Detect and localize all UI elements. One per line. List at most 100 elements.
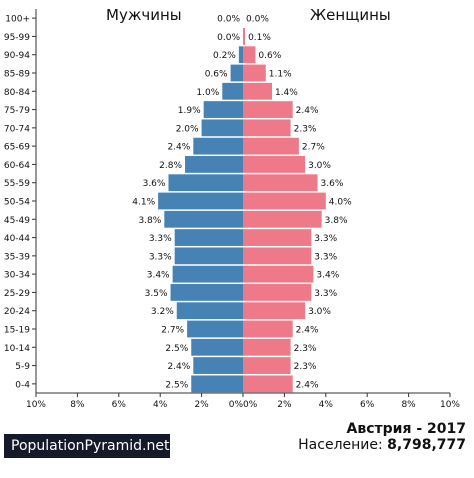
male-value-label: 3.8%	[138, 216, 161, 226]
age-group-label: 50-54	[4, 198, 30, 208]
age-group-label: 70-74	[4, 124, 30, 134]
age-group-label: 95-99	[4, 33, 30, 43]
male-value-label: 0.0%	[217, 33, 240, 43]
female-bar	[243, 247, 312, 265]
male-bar	[158, 192, 243, 210]
male-value-label: 3.3%	[149, 252, 172, 262]
female-bar	[243, 302, 306, 320]
female-value-label: 0.0%	[246, 15, 269, 25]
male-value-label: 2.0%	[176, 124, 199, 134]
population-value: 8,798,777	[387, 437, 466, 453]
men-header: Мужчины	[106, 6, 182, 24]
female-bar	[243, 210, 322, 228]
female-value-label: 2.3%	[294, 344, 317, 354]
x-tick-label: 2%	[277, 400, 292, 410]
female-value-label: 2.4%	[296, 326, 319, 336]
male-bar	[176, 302, 243, 320]
female-value-label: 3.3%	[314, 234, 337, 244]
x-tick-label: 10%	[26, 400, 46, 410]
female-value-label: 0.1%	[248, 33, 271, 43]
female-value-label: 3.6%	[321, 179, 344, 189]
age-group-label: 10-14	[4, 344, 30, 354]
female-bar	[243, 174, 318, 192]
x-tick-label: 4%	[319, 400, 334, 410]
age-group-label: 60-64	[4, 161, 30, 171]
male-bar	[222, 82, 243, 100]
male-value-label: 0.0%	[217, 15, 240, 25]
male-value-label: 2.8%	[159, 161, 182, 171]
male-value-label: 4.1%	[132, 198, 155, 208]
x-tick-label: 6%	[112, 400, 127, 410]
female-bar	[243, 375, 293, 393]
female-value-label: 1.1%	[269, 70, 292, 80]
male-value-label: 3.2%	[151, 307, 174, 317]
male-value-label: 1.9%	[178, 106, 201, 116]
female-bar	[243, 357, 291, 374]
x-tick-label: 2%	[194, 400, 209, 410]
age-group-label: 15-19	[4, 326, 30, 336]
age-group-label: 45-49	[4, 216, 30, 226]
x-tick-label: 8%	[70, 400, 85, 410]
male-bar	[164, 210, 243, 228]
female-bar	[243, 64, 266, 82]
age-group-label: 55-59	[4, 179, 30, 189]
age-group-label: 0-4	[15, 380, 30, 390]
female-value-label: 2.4%	[296, 380, 319, 390]
male-bar	[191, 375, 243, 393]
x-tick-label: 10%	[440, 400, 460, 410]
female-value-label: 1.4%	[275, 88, 298, 98]
male-value-label: 0.2%	[213, 51, 236, 61]
age-group-label: 20-24	[4, 307, 30, 317]
female-value-label: 2.3%	[294, 362, 317, 372]
female-bar	[243, 28, 246, 45]
age-group-label: 100+	[5, 15, 30, 25]
women-header: Женщины	[310, 6, 391, 24]
age-group-label: 5-9	[15, 362, 30, 372]
population-label: Население:	[298, 437, 383, 453]
male-bar	[230, 64, 243, 82]
female-value-label: 2.4%	[296, 106, 319, 116]
brand-logo[interactable]: PopulationPyramid.net	[4, 434, 170, 458]
female-value-label: 3.8%	[325, 216, 348, 226]
female-value-label: 3.0%	[308, 307, 331, 317]
male-bar	[185, 156, 243, 173]
female-bar	[243, 229, 312, 246]
male-value-label: 3.6%	[143, 179, 166, 189]
age-group-label: 90-94	[4, 51, 30, 61]
female-value-label: 0.6%	[258, 51, 281, 61]
female-bar	[243, 101, 293, 118]
male-bar	[174, 247, 243, 265]
female-value-label: 3.4%	[316, 271, 339, 281]
male-value-label: 0.6%	[205, 70, 228, 80]
male-bar	[168, 174, 243, 192]
female-bar	[243, 338, 291, 356]
female-bar	[243, 119, 291, 137]
age-group-label: 80-84	[4, 88, 30, 98]
age-group-label: 35-39	[4, 252, 30, 262]
male-value-label: 2.4%	[167, 362, 190, 372]
female-value-label: 2.3%	[294, 124, 317, 134]
male-value-label: 2.5%	[165, 380, 188, 390]
female-bar	[243, 192, 326, 210]
female-bar	[243, 46, 256, 64]
male-bar	[187, 320, 243, 338]
x-tick-label: 4%	[153, 400, 168, 410]
x-tick-label: 0%	[229, 400, 244, 410]
x-tick-label: 6%	[360, 400, 375, 410]
x-tick-label: 0%	[243, 400, 258, 410]
x-tick-label: 8%	[401, 400, 416, 410]
male-bar	[172, 265, 243, 283]
female-bar	[243, 82, 272, 100]
age-group-label: 40-44	[4, 234, 30, 244]
male-value-label: 3.4%	[147, 271, 170, 281]
male-bar	[193, 137, 243, 155]
male-bar	[193, 357, 243, 374]
male-value-label: 2.5%	[165, 344, 188, 354]
female-value-label: 3.3%	[314, 252, 337, 262]
female-bar	[243, 137, 299, 155]
age-group-label: 65-69	[4, 143, 30, 153]
male-value-label: 2.7%	[161, 326, 184, 336]
country-year: Австрия - 2017	[346, 421, 466, 437]
female-value-label: 4.0%	[329, 198, 352, 208]
